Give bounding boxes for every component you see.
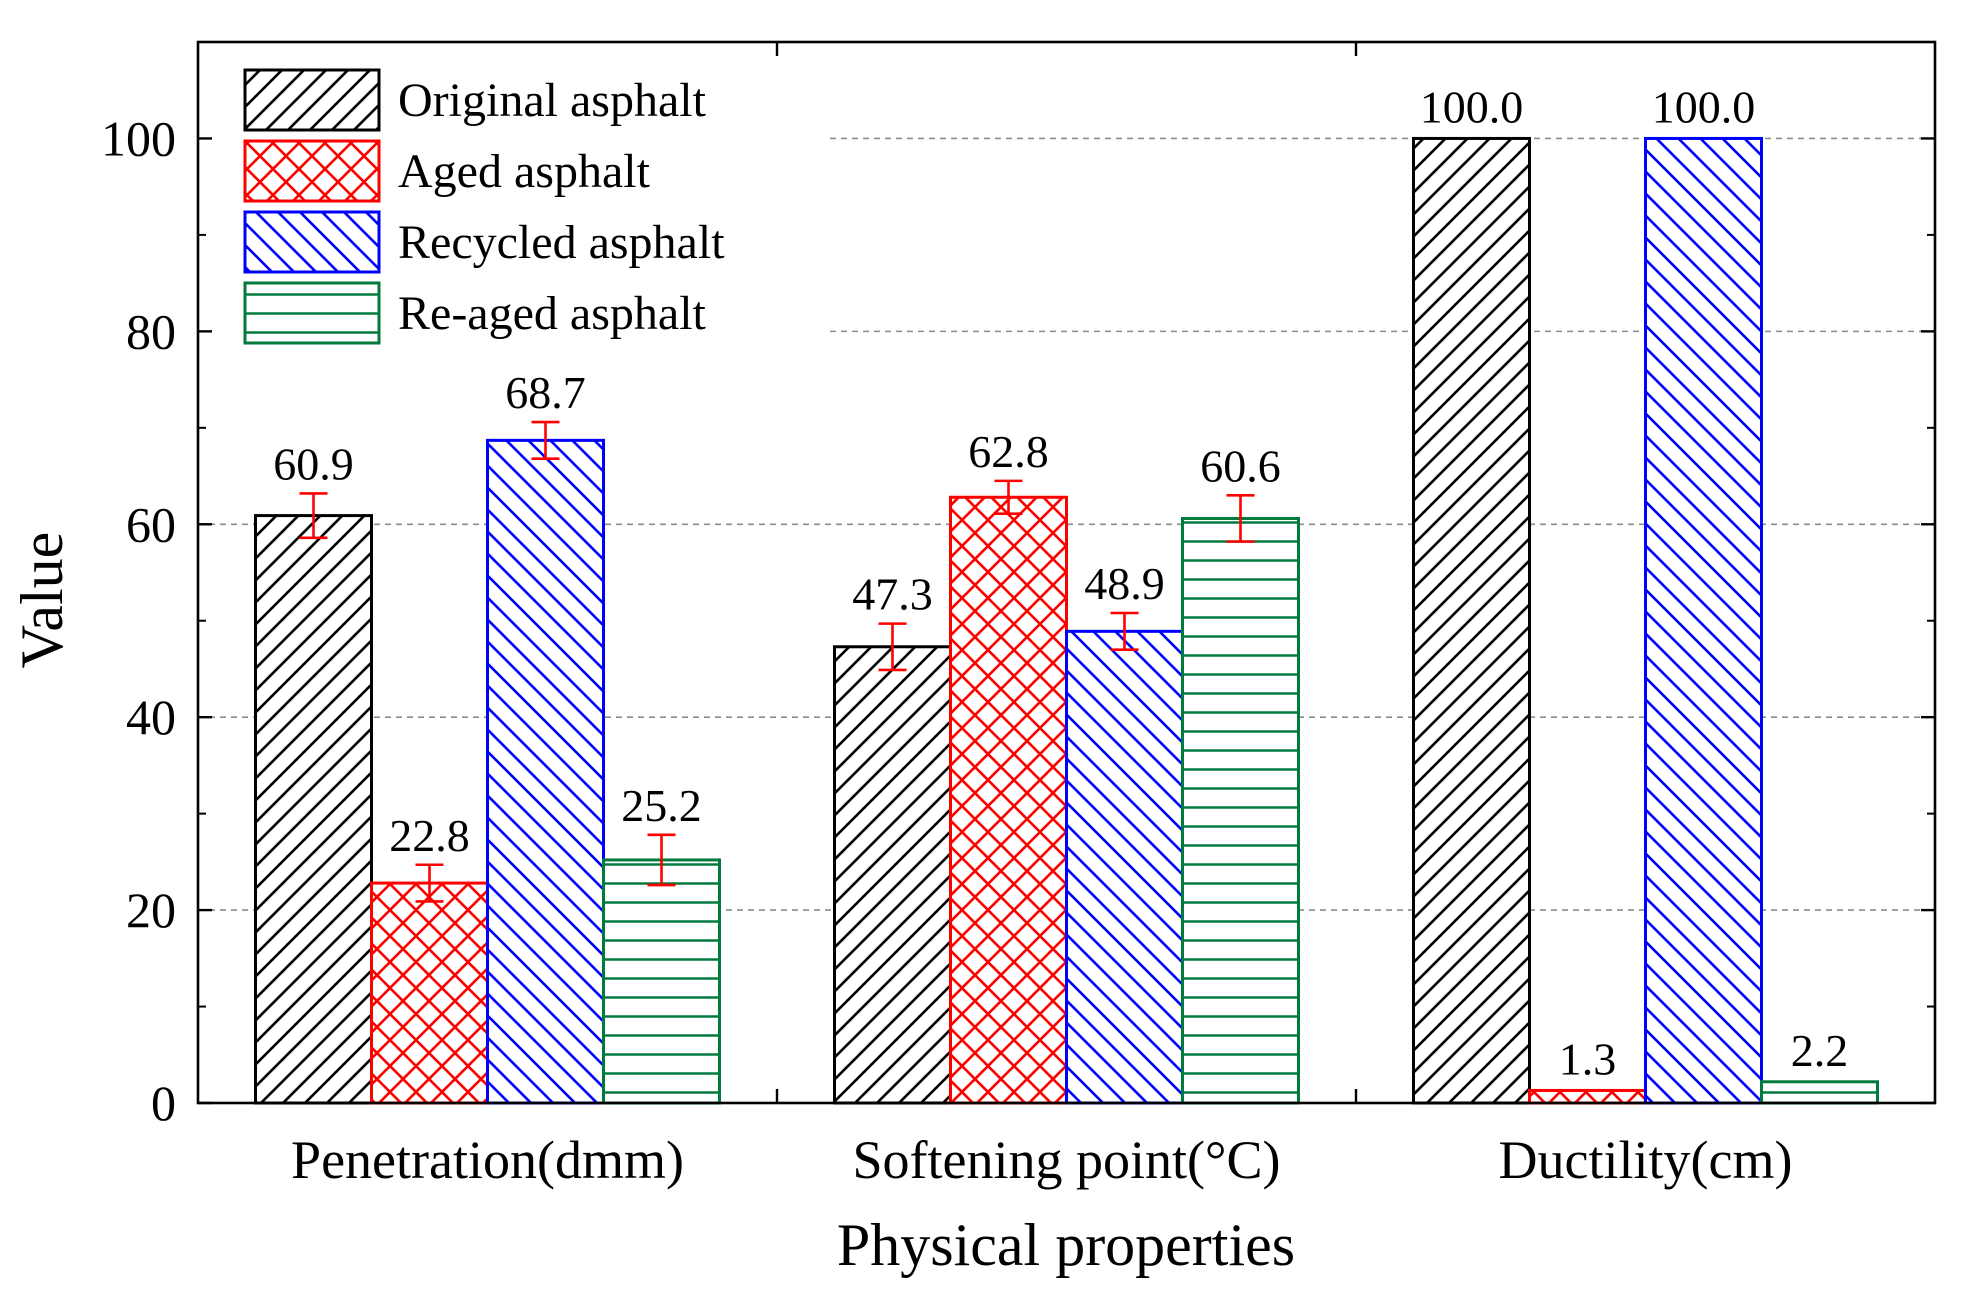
bar-recycled-asphalt-softening-point-c bbox=[1065, 629, 1184, 1105]
y-tick-label-0: 0 bbox=[151, 1075, 176, 1131]
bars bbox=[254, 136, 1879, 1105]
bar-re-aged-asphalt-penetration-dmm bbox=[602, 858, 721, 1105]
data-label-re-aged-asphalt-softening-point-c: 60.6 bbox=[1200, 440, 1281, 491]
data-label-aged-asphalt-softening-point-c: 62.8 bbox=[968, 426, 1049, 477]
bar-aged-asphalt-softening-point-c bbox=[949, 495, 1068, 1105]
data-label-re-aged-asphalt-penetration-dmm: 25.2 bbox=[621, 780, 702, 831]
y-tick-label-100: 100 bbox=[101, 110, 176, 166]
bar-original-asphalt-ductility-cm bbox=[1412, 136, 1531, 1105]
data-label-recycled-asphalt-ductility-cm: 100.0 bbox=[1652, 81, 1756, 132]
legend-item-original-asphalt: Original asphalt bbox=[243, 68, 707, 132]
data-label-aged-asphalt-penetration-dmm: 22.8 bbox=[389, 810, 470, 861]
error-bars bbox=[299, 420, 1255, 903]
data-label-aged-asphalt-ductility-cm: 1.3 bbox=[1559, 1033, 1617, 1084]
plot-frame bbox=[196, 40, 1937, 1105]
data-label-original-asphalt-ductility-cm: 100.0 bbox=[1420, 81, 1524, 132]
x-category-label-penetration-dmm: Penetration(dmm) bbox=[291, 1130, 684, 1190]
legend-label-recycled-asphalt: Recycled asphalt bbox=[398, 216, 725, 269]
bar-original-asphalt-penetration-dmm bbox=[254, 514, 373, 1105]
data-labels: 60.9 22.8 68.7 25.2 47.3 62.8 48.9 60.6 100.0 1.3… bbox=[273, 81, 1848, 1084]
y-axis-title: Value bbox=[9, 532, 75, 669]
bar-recycled-asphalt-ductility-cm bbox=[1644, 136, 1763, 1105]
bar-re-aged-asphalt-softening-point-c bbox=[1181, 516, 1300, 1105]
data-label-original-asphalt-penetration-dmm: 60.9 bbox=[273, 438, 354, 489]
data-label-original-asphalt-softening-point-c: 47.3 bbox=[852, 569, 933, 620]
legend-swatch-original-asphalt bbox=[243, 68, 381, 132]
legend-label-aged-asphalt: Aged asphalt bbox=[398, 145, 651, 198]
legend-item-aged-asphalt: Aged asphalt bbox=[243, 139, 651, 203]
legend-swatch-re-aged-asphalt bbox=[243, 281, 381, 345]
y-tick-label-20: 20 bbox=[126, 882, 176, 938]
y-tick-label-80: 80 bbox=[126, 303, 176, 359]
y-axis: 0 20 40 60 80 100 bbox=[101, 110, 1935, 1131]
legend-label-re-aged-asphalt: Re-aged asphalt bbox=[398, 287, 707, 340]
y-tick-label-40: 40 bbox=[126, 689, 176, 745]
bar-aged-asphalt-penetration-dmm bbox=[370, 881, 489, 1105]
bar-aged-asphalt-ductility-cm bbox=[1528, 1088, 1647, 1105]
legend-swatch-recycled-asphalt bbox=[243, 210, 381, 274]
x-category-label-ductility-cm: Ductility(cm) bbox=[1499, 1130, 1793, 1190]
bar-re-aged-asphalt-ductility-cm bbox=[1760, 1080, 1879, 1105]
data-label-re-aged-asphalt-ductility-cm: 2.2 bbox=[1791, 1025, 1849, 1076]
x-category-label-softening-point-c: Softening point(°C) bbox=[852, 1130, 1280, 1190]
legend-swatch-aged-asphalt bbox=[243, 139, 381, 203]
legend-item-recycled-asphalt: Recycled asphalt bbox=[243, 210, 725, 274]
legend-item-re-aged-asphalt: Re-aged asphalt bbox=[243, 281, 707, 345]
bar-original-asphalt-softening-point-c bbox=[833, 645, 952, 1105]
y-tick-label-60: 60 bbox=[126, 496, 176, 552]
x-axis-title: Physical properties bbox=[837, 1212, 1295, 1278]
x-axis: Penetration(dmm) Softening point(°C) Ducti… bbox=[291, 42, 1792, 1190]
data-label-recycled-asphalt-penetration-dmm: 68.7 bbox=[505, 367, 586, 418]
legend-label-original-asphalt: Original asphalt bbox=[398, 74, 707, 127]
bar-recycled-asphalt-penetration-dmm bbox=[486, 438, 605, 1105]
legend: Original asphalt Aged asphalt Recycled asp… bbox=[243, 68, 725, 345]
data-label-recycled-asphalt-softening-point-c: 48.9 bbox=[1084, 558, 1165, 609]
